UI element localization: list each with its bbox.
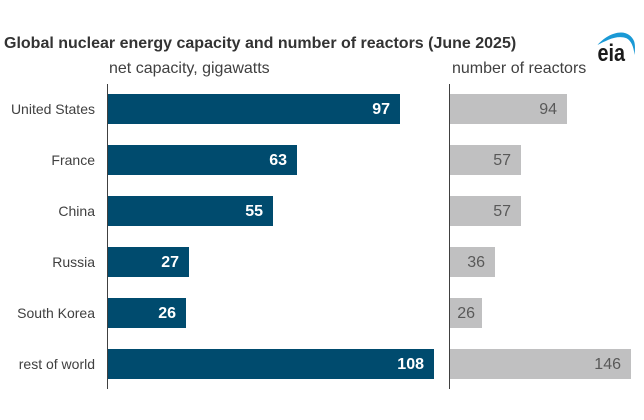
svg-text:eia: eia [598,40,626,66]
